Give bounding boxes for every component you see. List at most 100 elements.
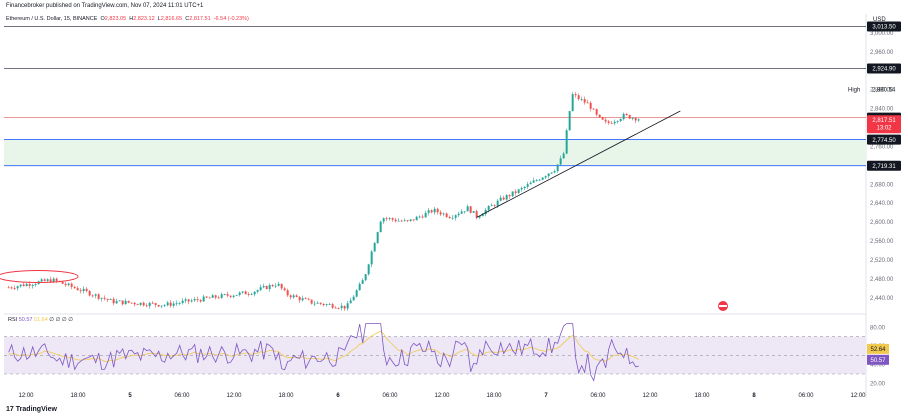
candle-body <box>13 288 16 289</box>
candle-body <box>79 290 82 292</box>
candle-body <box>145 305 148 307</box>
candle-body <box>103 297 106 299</box>
candle-body <box>505 195 508 200</box>
rsi-line <box>8 323 639 382</box>
candle-body <box>181 300 184 303</box>
candle-body <box>154 303 157 305</box>
candle-body <box>637 119 640 121</box>
current-price-bg <box>867 115 901 134</box>
candle-body <box>574 94 577 96</box>
candle-body <box>472 211 475 213</box>
candle-body <box>571 94 574 112</box>
level-price-label: 2,719.31 <box>872 164 896 170</box>
trendline[interactable] <box>476 110 681 218</box>
candle-body <box>313 303 316 305</box>
candle-body <box>604 119 607 122</box>
candle-body <box>124 300 127 305</box>
rsi-label[interactable]: RSI <box>8 317 18 323</box>
candle-body <box>160 305 163 307</box>
candle-body <box>631 117 634 119</box>
candle-body <box>445 213 448 217</box>
current-price-label: 2,817.51 <box>872 118 896 124</box>
candle-body <box>403 220 406 222</box>
symbol-name[interactable]: Ethereum / U.S. Dollar, 15, BINANCE <box>6 16 98 22</box>
candle-body <box>136 304 139 306</box>
candle-body <box>523 186 526 188</box>
candle-body <box>49 279 52 283</box>
candle-body <box>592 108 595 110</box>
candle-body <box>379 221 382 233</box>
tradingview-logo-icon: 17 <box>6 406 14 413</box>
candle-body <box>256 290 259 292</box>
candle-body <box>271 285 274 287</box>
candle-body <box>85 288 88 291</box>
level-price-label-bg <box>867 160 901 171</box>
close-value: 2,817.51 <box>189 16 211 22</box>
candle-body <box>334 307 337 309</box>
candle-body <box>178 302 181 304</box>
support-zone <box>4 139 866 166</box>
time-tick-label: 18:00 <box>278 393 294 399</box>
candle-body <box>19 284 22 287</box>
candle-body <box>121 300 124 305</box>
close-label: C <box>185 16 190 22</box>
candle-body <box>148 302 151 307</box>
candle-body <box>550 172 553 174</box>
candle-body <box>400 220 403 222</box>
candle-body <box>277 283 280 286</box>
tradingview-brand: 17 TradingView <box>6 406 57 413</box>
candle-body <box>502 197 505 200</box>
rsi-value-label-bg <box>867 354 889 365</box>
candle-body <box>247 294 250 296</box>
candle-body <box>73 286 76 289</box>
level-price-label: 3,013.50 <box>872 25 896 31</box>
candle-body <box>421 216 424 218</box>
candle-body <box>625 113 628 115</box>
candle-body <box>28 283 31 286</box>
rsi-extra: ∅ ∅ ∅ ∅ <box>49 317 74 323</box>
currency-label[interactable]: USD <box>873 17 886 23</box>
candle-body <box>106 298 109 300</box>
candle-body <box>184 299 187 301</box>
candle-body <box>409 219 412 221</box>
candle-body <box>496 200 499 206</box>
candle-body <box>529 182 532 185</box>
price-tick-label: 2,640.00 <box>870 201 894 207</box>
candle-body <box>601 117 604 120</box>
candle-body <box>196 299 199 301</box>
candle-body <box>298 296 301 301</box>
candle-body <box>553 171 556 173</box>
candle-body <box>199 300 202 302</box>
candle-body <box>619 119 622 121</box>
candle-body <box>367 264 370 275</box>
candle-body <box>67 283 70 286</box>
candle-body <box>328 304 331 305</box>
price-tick-label: 2,520.00 <box>870 258 894 264</box>
candle-body <box>487 206 490 210</box>
time-tick-label: 12:00 <box>642 393 658 399</box>
candle-body <box>583 99 586 103</box>
brand-name: TradingView <box>15 406 57 413</box>
candle-body <box>373 242 376 252</box>
candle-body <box>547 173 550 177</box>
event-marker-bar <box>719 305 727 307</box>
candle-body <box>232 295 235 297</box>
time-tick-label: 8 <box>752 393 756 399</box>
candle-body <box>346 303 349 309</box>
candle-body <box>235 294 238 296</box>
candle-body <box>484 209 487 215</box>
candle-body <box>268 285 271 290</box>
candle-body <box>517 189 520 193</box>
candle-body <box>307 298 310 300</box>
candle-body <box>475 211 478 218</box>
candle-body <box>358 283 361 291</box>
candle-body <box>634 117 637 121</box>
candle-body <box>70 283 73 287</box>
level-price-label: 2,774.50 <box>872 138 896 144</box>
symbol-ohlc-line: Ethereum / U.S. Dollar, 15, BINANCE O2,8… <box>6 16 249 22</box>
candle-body <box>613 121 616 124</box>
candle-body <box>175 303 178 305</box>
candle-body <box>91 295 94 297</box>
rsi-tick-label: 80.00 <box>870 325 886 331</box>
